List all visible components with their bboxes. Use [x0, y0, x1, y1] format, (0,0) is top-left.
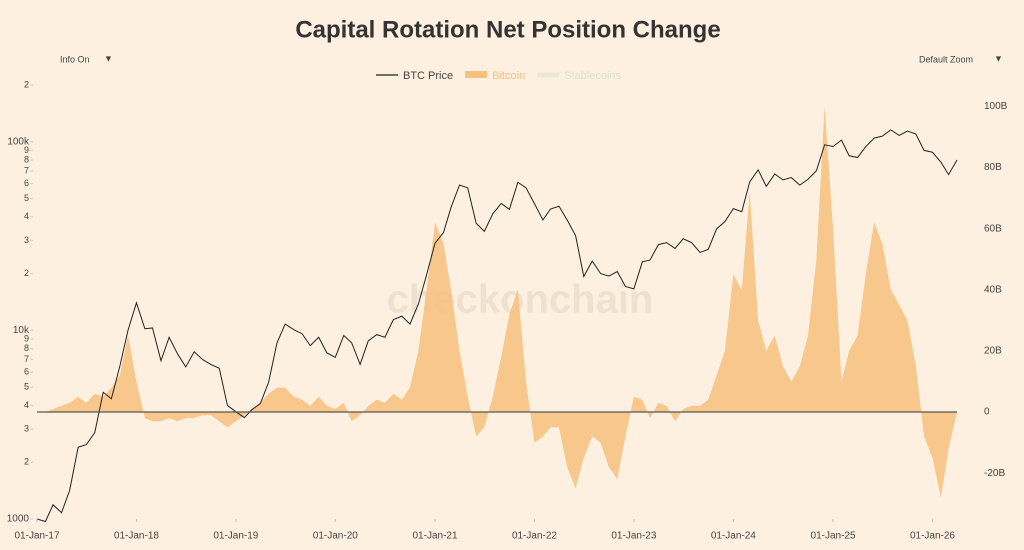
info-toggle[interactable]: Info On — [60, 54, 90, 64]
y-tick-label: 7 — [24, 354, 29, 364]
y-tick-label: 6 — [24, 367, 29, 377]
x-tick-label: 01-Jan-26 — [910, 531, 955, 542]
y2-tick-label: -20B — [984, 468, 1005, 479]
legend-item[interactable]: Stablecoins — [537, 70, 622, 82]
x-tick-label: 01-Jan-17 — [14, 531, 59, 542]
y-tick-label: 10k — [13, 325, 30, 336]
y-tick-label: 5 — [24, 382, 29, 392]
x-tick-label: 01-Jan-18 — [114, 531, 159, 542]
x-tick-label: 01-Jan-21 — [413, 531, 458, 542]
legend: BTC Price Bitcoin Stablecoins — [376, 70, 622, 82]
y2-tick-label: 20B — [984, 346, 1002, 357]
legend-item[interactable]: BTC Price — [376, 70, 453, 82]
y-tick-label: 5 — [24, 193, 29, 203]
y-tick-label: 2 — [24, 79, 29, 89]
y-tick-label: 8 — [24, 154, 29, 164]
legend-label: Bitcoin — [492, 70, 525, 82]
y-tick-label: 8 — [24, 343, 29, 353]
legend-item[interactable]: Bitcoin — [465, 70, 525, 82]
y-tick-label: 2 — [24, 457, 29, 467]
y-tick-label: 3 — [24, 423, 29, 433]
legend-label: Stablecoins — [564, 70, 621, 82]
y2-tick-label: 0 — [984, 407, 990, 418]
legend-label: BTC Price — [403, 70, 453, 82]
x-tick-label: 01-Jan-24 — [711, 531, 756, 542]
y-tick-label: 9 — [24, 333, 29, 343]
chart-title: Capital Rotation Net Position Change — [295, 16, 720, 43]
x-tick-label: 01-Jan-23 — [611, 531, 656, 542]
x-tick-label: 01-Jan-20 — [313, 531, 358, 542]
y-tick-label: 9 — [24, 145, 29, 155]
y-tick-label: 2 — [24, 268, 29, 278]
price-line — [36, 129, 958, 523]
plot — [36, 106, 958, 523]
y-tick-label: 7 — [24, 165, 29, 175]
y2-tick-label: 100B — [984, 101, 1008, 112]
zoom-toggle[interactable]: Default Zoom — [919, 54, 973, 64]
y-tick-label: 4 — [24, 400, 29, 410]
y2-tick-label: 80B — [984, 162, 1002, 173]
y-tick-label: 1000 — [7, 514, 30, 525]
x-tick-label: 01-Jan-25 — [811, 531, 856, 542]
zoom-arrow[interactable]: ▼ — [994, 53, 1003, 63]
y-tick-label: 100k — [7, 136, 30, 147]
x-tick-label: 01-Jan-22 — [512, 531, 557, 542]
y-tick-label: 3 — [24, 235, 29, 245]
y2-tick-label: 60B — [984, 223, 1002, 234]
info-arrow[interactable]: ▼ — [104, 53, 113, 63]
x-tick-label: 01-Jan-19 — [213, 531, 258, 542]
y-tick-label: 4 — [24, 211, 29, 221]
bitcoin-area — [37, 106, 957, 498]
y2-tick-label: 40B — [984, 284, 1002, 295]
y-tick-label: 6 — [24, 178, 29, 188]
legend-swatch — [465, 71, 488, 78]
